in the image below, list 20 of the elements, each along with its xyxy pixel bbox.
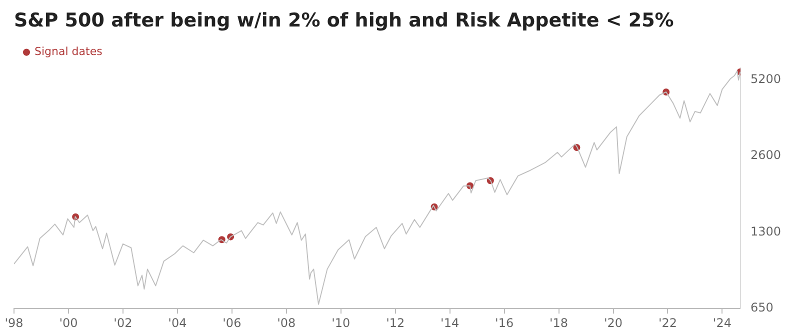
x-tick-label: '00 xyxy=(59,316,78,330)
y-tick-label: 2600 xyxy=(750,148,782,162)
x-tick-label: '10 xyxy=(332,316,350,330)
x-tick-label: '18 xyxy=(549,316,568,330)
y-tick-label: 1300 xyxy=(750,224,782,238)
x-tick-label: '14 xyxy=(440,316,460,330)
x-tick-label: '04 xyxy=(168,316,187,330)
x-tick-label: '08 xyxy=(277,316,296,330)
x-tick-label: '02 xyxy=(114,316,132,330)
x-tick-label: '22 xyxy=(658,316,678,330)
x-tick-label: '20 xyxy=(604,316,623,330)
chart-title: S&P 500 after being w/in 2% of high and Risk Appetite < 25% xyxy=(14,9,674,32)
y-tick-label: 650 xyxy=(750,300,774,315)
legend-label: Signal dates xyxy=(34,45,103,58)
x-tick-label: '98 xyxy=(4,316,24,330)
y-tick-label: 5200 xyxy=(750,72,782,86)
x-tick-label: '06 xyxy=(222,316,242,330)
x-tick-label: '24 xyxy=(712,316,732,330)
x-tick-label: '16 xyxy=(495,316,514,330)
x-tick-label: '12 xyxy=(386,316,405,330)
